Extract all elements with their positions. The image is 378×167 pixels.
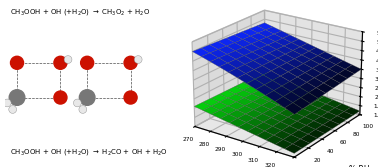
Circle shape — [54, 91, 67, 104]
Circle shape — [3, 99, 11, 107]
Circle shape — [124, 91, 137, 104]
Circle shape — [79, 90, 95, 105]
Circle shape — [79, 106, 87, 113]
Circle shape — [9, 106, 17, 113]
Circle shape — [9, 90, 25, 105]
Circle shape — [81, 56, 94, 69]
Circle shape — [11, 56, 23, 69]
Circle shape — [134, 56, 142, 63]
Circle shape — [64, 56, 72, 63]
Text: CH$_3$OOH + OH (+H$_2$O) $\rightarrow$ H$_2$CO + OH + H$_2$O: CH$_3$OOH + OH (+H$_2$O) $\rightarrow$ H… — [10, 147, 168, 157]
Text: CH$_3$OOH + OH (+H$_2$O) $\rightarrow$ CH$_3$O$_2$ + H$_2$O: CH$_3$OOH + OH (+H$_2$O) $\rightarrow$ C… — [10, 7, 150, 17]
Circle shape — [54, 56, 67, 69]
Circle shape — [124, 56, 137, 69]
Y-axis label: % RH: % RH — [349, 164, 370, 167]
Circle shape — [73, 99, 81, 107]
